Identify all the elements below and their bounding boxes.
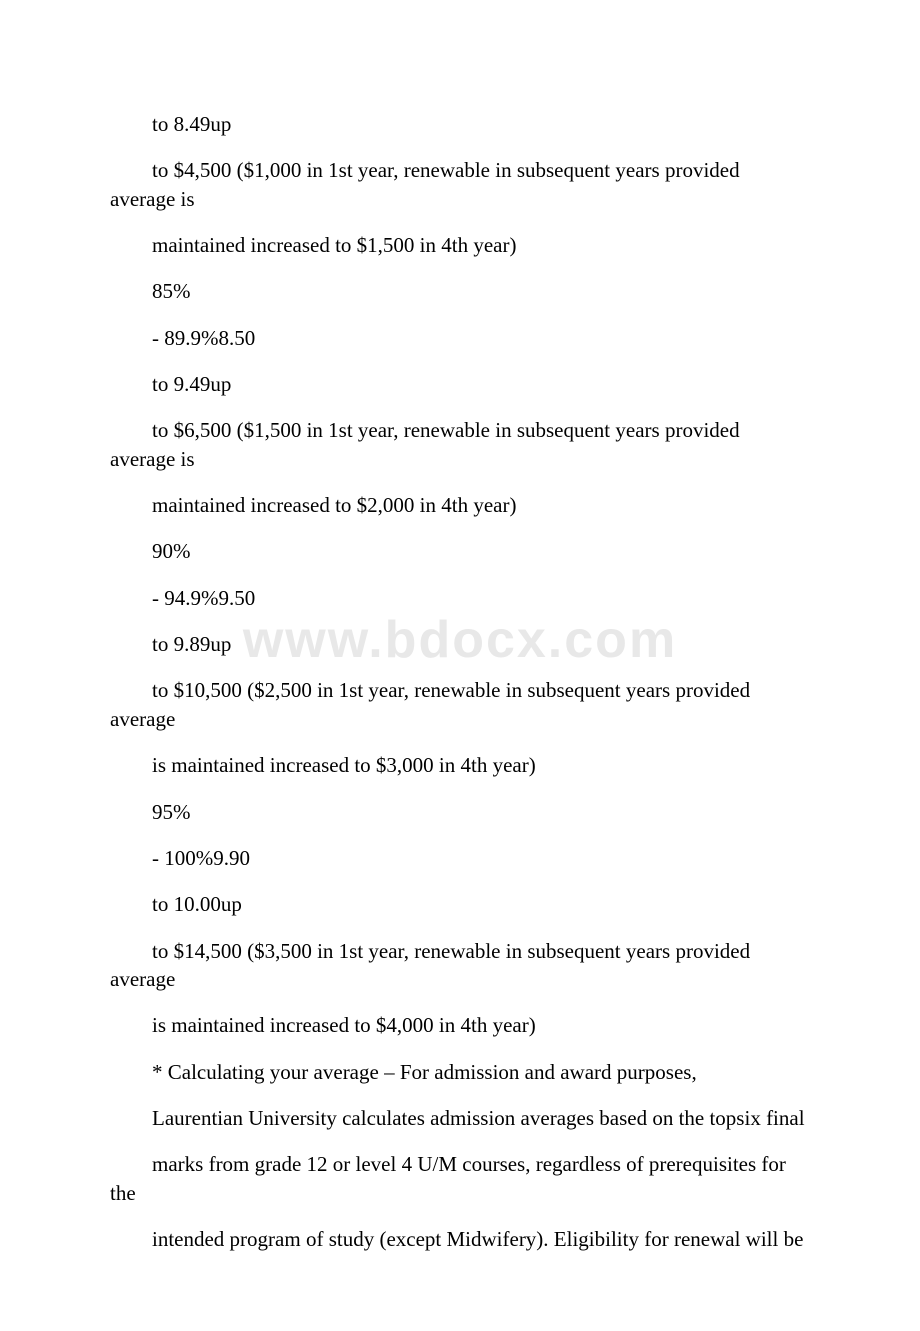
text-paragraph: to $14,500 ($3,500 in 1st year, renewabl… — [110, 937, 810, 994]
text-paragraph: maintained increased to $2,000 in 4th ye… — [110, 491, 810, 519]
text-paragraph: - 89.9%8.50 — [110, 324, 810, 352]
text-paragraph: marks from grade 12 or level 4 U/M cours… — [110, 1150, 810, 1207]
paragraph-text: intended program of study (except Midwif… — [152, 1227, 803, 1251]
paragraph-text: marks from grade 12 or level 4 U/M cours… — [110, 1152, 786, 1204]
text-paragraph: Laurentian University calculates admissi… — [110, 1104, 810, 1132]
text-paragraph: - 100%9.90 — [110, 844, 810, 872]
paragraph-text: to $4,500 ($1,000 in 1st year, renewable… — [110, 158, 740, 210]
text-paragraph: to $10,500 ($2,500 in 1st year, renewabl… — [110, 676, 810, 733]
text-paragraph: to 9.89up — [110, 630, 810, 658]
text-paragraph: to 10.00up — [110, 890, 810, 918]
paragraph-text: to $10,500 ($2,500 in 1st year, renewabl… — [110, 678, 750, 730]
text-paragraph: 95% — [110, 798, 810, 826]
paragraph-text: Laurentian University calculates admissi… — [152, 1106, 805, 1130]
text-paragraph: to 8.49up — [110, 110, 810, 138]
text-paragraph: is maintained increased to $4,000 in 4th… — [110, 1011, 810, 1039]
text-paragraph: 90% — [110, 537, 810, 565]
text-paragraph: * Calculating your average – For admissi… — [110, 1058, 810, 1086]
text-paragraph: intended program of study (except Midwif… — [110, 1225, 810, 1253]
text-paragraph: to $6,500 ($1,500 in 1st year, renewable… — [110, 416, 810, 473]
text-paragraph: is maintained increased to $3,000 in 4th… — [110, 751, 810, 779]
document-content: to 8.49up to $4,500 ($1,000 in 1st year,… — [110, 110, 810, 1253]
text-paragraph: to $4,500 ($1,000 in 1st year, renewable… — [110, 156, 810, 213]
text-paragraph: - 94.9%9.50 — [110, 584, 810, 612]
paragraph-text: to $14,500 ($3,500 in 1st year, renewabl… — [110, 939, 750, 991]
text-paragraph: 85% — [110, 277, 810, 305]
text-paragraph: to 9.49up — [110, 370, 810, 398]
text-paragraph: maintained increased to $1,500 in 4th ye… — [110, 231, 810, 259]
paragraph-text: to $6,500 ($1,500 in 1st year, renewable… — [110, 418, 740, 470]
